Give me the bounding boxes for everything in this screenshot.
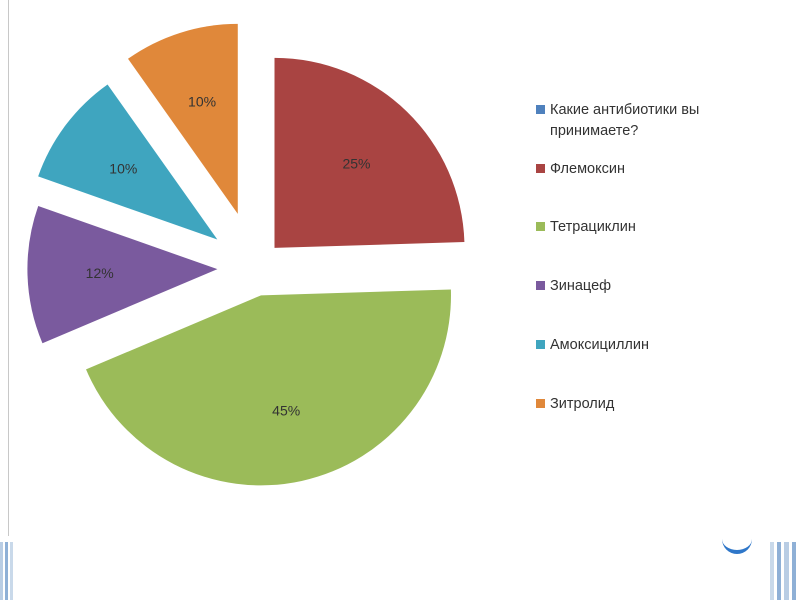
legend-item: Тетрациклин — [536, 217, 786, 238]
pie-slice-label: 10% — [109, 161, 137, 177]
legend-label: Зитролид — [550, 396, 615, 412]
legend-label: Амоксициллин — [550, 337, 649, 353]
slide-footer-band — [0, 540, 800, 600]
legend-swatch — [536, 281, 545, 290]
pie-slice-label: 12% — [86, 265, 114, 281]
pie-slice-label: 10% — [188, 94, 216, 110]
pie-slice-1 — [274, 57, 465, 248]
pie-slice-5 — [128, 23, 238, 214]
decorative-stripes-left — [0, 542, 18, 600]
pie-chart: 25% 45% 12% 10% 10% — [27, 23, 465, 486]
legend-swatch — [536, 164, 545, 173]
legend-label: Тетрациклин — [550, 219, 636, 235]
legend-item: Амоксициллин — [536, 335, 786, 356]
legend-swatch — [536, 105, 545, 114]
legend-swatch — [536, 340, 545, 349]
pie-slice-label: 25% — [342, 155, 370, 171]
legend-label: Флемоксин — [550, 161, 625, 177]
pie-slice-2 — [86, 289, 451, 486]
chart-legend: Какие антибиотики вы принимаете? Флемокс… — [536, 100, 786, 415]
legend-item: Какие антибиотики вы принимаете? — [536, 100, 786, 142]
legend-item: Зинацеф — [536, 276, 786, 297]
pie-slice-label: 45% — [272, 402, 300, 418]
legend-item: Флемоксин — [536, 159, 786, 180]
legend-label: Зинацеф — [550, 278, 612, 294]
decorative-arc-icon — [722, 528, 752, 554]
slide-frame-line — [8, 0, 9, 536]
pie-slice-3 — [27, 206, 218, 344]
legend-swatch — [536, 222, 545, 231]
pie-slice-4 — [38, 84, 218, 240]
legend-label: Какие антибиотики вы принимаете? — [550, 102, 700, 139]
legend-swatch — [536, 399, 545, 408]
decorative-stripes-right — [764, 542, 800, 600]
legend-item: Зитролид — [536, 394, 786, 415]
